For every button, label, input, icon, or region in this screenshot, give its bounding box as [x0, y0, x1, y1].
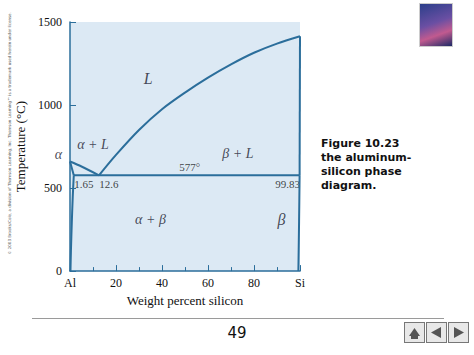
- svg-text:α: α: [55, 147, 63, 162]
- svg-text:577°: 577°: [179, 161, 200, 173]
- svg-text:Weight percent silicon: Weight percent silicon: [127, 293, 244, 308]
- svg-text:Si: Si: [295, 276, 306, 290]
- svg-text:α + L: α + L: [77, 137, 109, 152]
- html-text:49: 49: [227, 324, 247, 342]
- svg-text:80: 80: [248, 276, 260, 290]
- svg-text:1.65: 1.65: [74, 178, 94, 190]
- svg-text:Al: Al: [64, 276, 77, 290]
- svg-text:20: 20: [110, 276, 122, 290]
- html-text:© 2003 Brooks/Cole, a division: © 2003 Brooks/Cole, a division of Thomso…: [6, 12, 12, 255]
- svg-text:L: L: [143, 70, 153, 87]
- svg-text:1500: 1500: [38, 15, 62, 29]
- html-text:the aluminum-: the aluminum-: [321, 151, 412, 164]
- svg-text:β: β: [277, 211, 286, 229]
- svg-text:Temperature (°C): Temperature (°C): [13, 101, 28, 192]
- svg-text:α + β: α + β: [135, 212, 166, 227]
- svg-text:0: 0: [56, 264, 62, 278]
- html-text:silicon phase: silicon phase: [321, 165, 402, 178]
- svg-text:99.83: 99.83: [275, 178, 300, 190]
- svg-text:60: 60: [202, 276, 214, 290]
- html-text:diagram.: diagram.: [321, 179, 377, 192]
- html-text:Figure 10.23: Figure 10.23: [321, 137, 400, 150]
- svg-text:12.6: 12.6: [99, 178, 119, 190]
- svg-text:1000: 1000: [38, 98, 62, 112]
- svg-text:500: 500: [44, 181, 62, 195]
- svg-text:β + L: β + L: [221, 146, 253, 161]
- svg-text:40: 40: [156, 276, 168, 290]
